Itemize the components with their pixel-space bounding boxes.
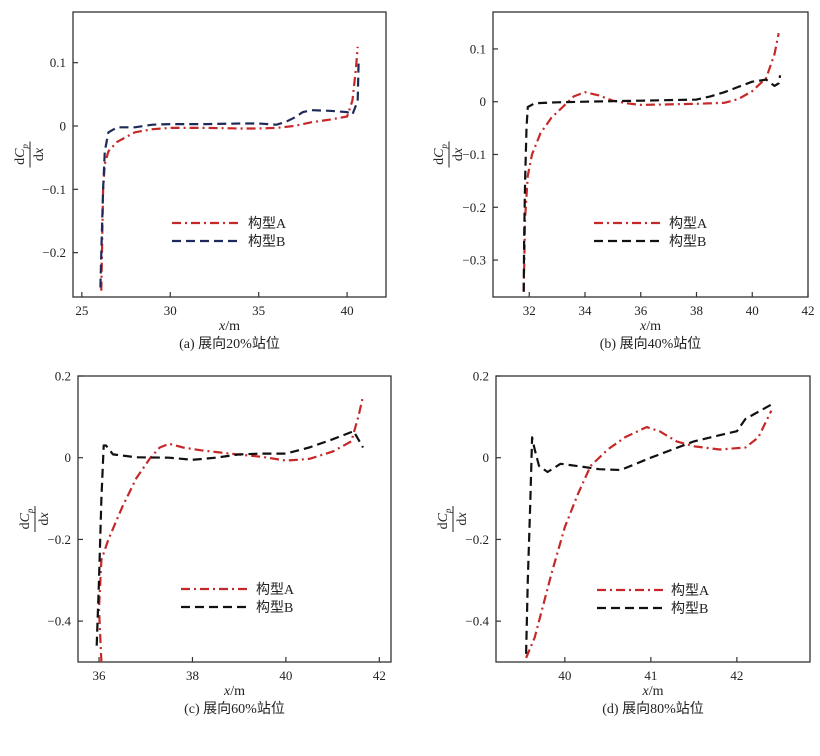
y-tick-label: −0.2 <box>42 245 66 260</box>
x-tick-label: 38 <box>690 303 703 318</box>
panel-b: 32 34 36 38 40 42 0.1 0 −0.1 −0.2 −0.3 x/m (b) 展向40%… <box>432 11 815 352</box>
series-line-config-a <box>97 396 365 663</box>
x-tick-label: 38 <box>186 668 199 683</box>
x-tick-label: 42 <box>373 668 386 683</box>
svg-text:dCp: dCp <box>432 144 449 165</box>
x-axis-label: x/m <box>642 684 664 699</box>
legend: 构型A 构型B <box>172 216 287 250</box>
x-tick-label: 41 <box>644 668 657 683</box>
x-tick-label: 30 <box>164 303 177 318</box>
legend: 构型A 构型B <box>594 216 708 250</box>
legend-label: 构型A <box>671 583 710 599</box>
svg-text:dCp: dCp <box>13 144 30 165</box>
legend-label: 构型B <box>256 600 293 616</box>
y-tick-label: −0.4 <box>465 614 489 629</box>
y-tick-label: −0.4 <box>47 614 71 629</box>
legend: 构型A 构型B <box>181 582 295 616</box>
y-tick-label: 0 <box>483 450 490 465</box>
panel-caption: (b) 展向40%站位 <box>600 336 702 352</box>
legend: 构型A 构型B <box>597 583 710 617</box>
y-tick-label: 0.1 <box>470 41 486 56</box>
svg-text:dx: dx <box>451 147 466 161</box>
legend-label: 构型B <box>248 234 285 250</box>
x-tick-label: 35 <box>252 303 265 318</box>
x-axis-label: x/m <box>218 319 240 334</box>
legend-label: 构型A <box>256 582 295 598</box>
plot-frame <box>77 375 392 663</box>
series-line-config-b <box>525 403 772 654</box>
series-line-config-a <box>100 46 359 291</box>
svg-text:dx: dx <box>455 512 470 526</box>
svg-text:dx: dx <box>37 512 52 526</box>
x-tick-label: 36 <box>93 668 107 683</box>
panel-caption: (c) 展向60%站位 <box>184 701 285 717</box>
x-tick-label: 34 <box>578 303 592 318</box>
series-line-config-b <box>522 75 782 292</box>
x-tick-label: 36 <box>634 303 648 318</box>
x-tick-label: 40 <box>558 668 571 683</box>
y-tick-label: 0.1 <box>50 55 66 70</box>
x-tick-label: 42 <box>802 303 815 318</box>
x-tick-label: 25 <box>75 303 88 318</box>
legend-label: 构型A <box>669 216 708 232</box>
x-axis-label: x/m <box>639 319 661 334</box>
y-tick-label: −0.2 <box>465 532 489 547</box>
legend-label: 构型B <box>671 601 708 617</box>
y-tick-label: 0.2 <box>473 369 489 384</box>
y-tick-label: −0.2 <box>462 200 486 215</box>
y-tick-label: 0 <box>60 119 67 134</box>
y-tick-label: −0.2 <box>47 532 71 547</box>
y-tick-label: −0.1 <box>42 182 66 197</box>
y-tick-label: 0.2 <box>55 369 71 384</box>
y-tick-label: −0.3 <box>462 253 486 268</box>
panel-caption: (a) 展向20%站位 <box>179 336 280 352</box>
legend-label: 构型B <box>669 234 706 250</box>
svg-text:dx: dx <box>32 147 47 161</box>
svg-text:dCp: dCp <box>436 508 453 529</box>
series-line-config-b <box>99 62 360 288</box>
svg-text:dCp: dCp <box>18 508 35 529</box>
y-tick-label: −0.1 <box>462 147 486 162</box>
plot-frame <box>492 11 809 298</box>
series-line-config-a <box>525 410 773 659</box>
x-tick-label: 32 <box>523 303 536 318</box>
x-tick-label: 42 <box>730 668 743 683</box>
panel-caption: (d) 展向80%站位 <box>602 701 704 717</box>
x-tick-label: 40 <box>746 303 759 318</box>
y-tick-label: 0 <box>480 94 487 109</box>
series-line-config-b <box>95 430 364 646</box>
series-line-config-a <box>522 32 780 292</box>
x-axis-label: x/m <box>223 684 245 699</box>
y-tick-label: 0 <box>65 450 72 465</box>
x-tick-label: 40 <box>341 303 354 318</box>
plot-frame <box>72 11 387 298</box>
x-tick-label: 40 <box>279 668 292 683</box>
plot-frame <box>495 375 811 663</box>
legend-label: 构型A <box>248 216 287 232</box>
